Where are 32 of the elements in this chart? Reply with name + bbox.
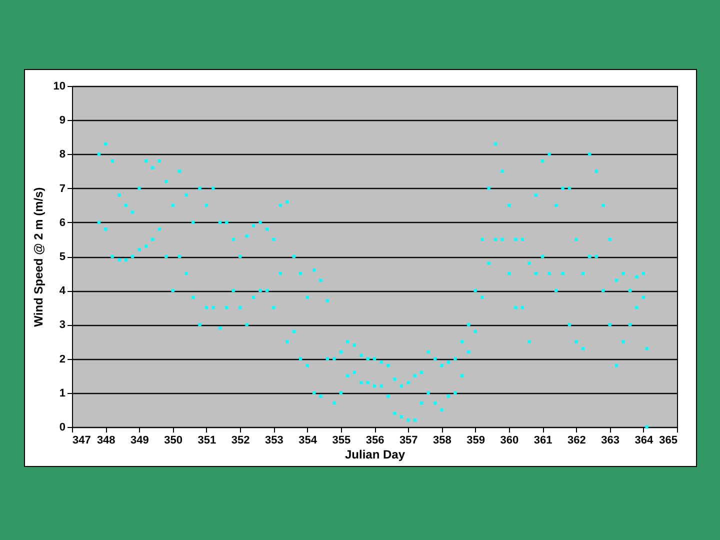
y-tick-label: 2: [59, 353, 66, 366]
y-tick-label: 10: [53, 80, 66, 92]
y-tick-label: 3: [59, 319, 66, 332]
x-tick-label: 352: [231, 434, 250, 446]
y-tick-label: 5: [59, 251, 66, 263]
x-tick-label: 347: [72, 434, 91, 446]
x-tick-label: 363: [601, 434, 620, 446]
x-tick-label: 351: [198, 434, 216, 446]
x-tick-label: 355: [332, 434, 351, 446]
y-tick-label: 6: [59, 216, 66, 229]
x-tick-label: 348: [96, 434, 116, 446]
x-tick-label: 349: [130, 434, 149, 446]
x-tick-label: 360: [500, 434, 519, 446]
y-tick-label: 4: [59, 285, 66, 298]
x-tick-label: 362: [567, 434, 586, 446]
y-tick-label: 7: [59, 182, 66, 195]
x-axis-title: Julian Day: [344, 448, 406, 462]
y-tick-label: 8: [59, 148, 66, 161]
x-tick-label: 365: [659, 434, 678, 446]
x-tick-label: 356: [366, 434, 384, 446]
x-tick-label: 361: [534, 434, 552, 446]
x-tick-label: 353: [264, 434, 284, 446]
x-tick-label: 354: [298, 434, 318, 446]
y-tick-label: 1: [59, 387, 66, 400]
y-axis-title: Wind Speed @ 2 m (m/s): [31, 187, 46, 327]
x-tick-label: 358: [433, 434, 452, 446]
y-tick-label: 0: [59, 422, 66, 434]
x-tick-label: 359: [466, 434, 486, 446]
x-tick-label: 357: [399, 434, 418, 446]
x-tick-label: 350: [164, 434, 183, 446]
y-tick-label: 9: [59, 114, 66, 127]
x-tick-label: 364: [634, 434, 654, 446]
